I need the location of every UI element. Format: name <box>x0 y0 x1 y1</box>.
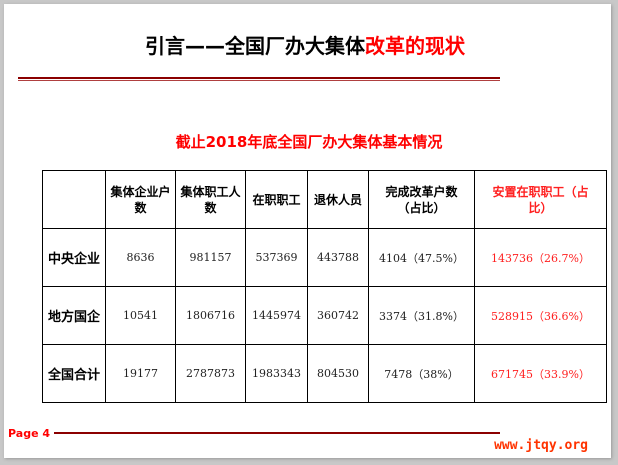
table-row: 全国合计 19177 2787873 1983343 804530 7478（3… <box>42 344 607 403</box>
footer-url: www.jtqy.org <box>494 438 588 453</box>
table-cell: 537369 <box>245 228 308 287</box>
title-black-part: 引言——全国厂办大集体 <box>145 34 365 58</box>
row-header: 全国合计 <box>42 344 106 403</box>
table-header-row: 集体企业户数 集体职工人数 在职职工 退休人员 完成改革户数（占比） 安置在职职… <box>42 170 607 229</box>
table-cell: 360742 <box>307 286 369 345</box>
table-cell: 3374（31.8%） <box>368 286 475 345</box>
table-cell: 528915（36.6%） <box>474 286 607 345</box>
header-cell: 退休人员 <box>307 170 369 229</box>
table-cell: 443788 <box>307 228 369 287</box>
table-cell: 804530 <box>307 344 369 403</box>
header-cell: 安置在职职工（占比） <box>474 170 607 229</box>
data-table: 集体企业户数 集体职工人数 在职职工 退休人员 完成改革户数（占比） 安置在职职… <box>42 170 607 403</box>
table-title: 截止2018年底全国厂办大集体基本情况 <box>175 133 443 151</box>
row-header: 中央企业 <box>42 228 106 287</box>
row-header: 地方国企 <box>42 286 106 345</box>
table-cell: 7478（38%） <box>368 344 475 403</box>
title-red-part: 改革的现状 <box>365 34 465 58</box>
title-divider-thin <box>18 80 500 81</box>
footer-divider <box>54 432 500 434</box>
table-cell: 143736（26.7%） <box>474 228 607 287</box>
table-row: 中央企业 8636 981157 537369 443788 4104（47.5… <box>42 228 607 287</box>
table-cell: 1445974 <box>245 286 308 345</box>
table-cell: 981157 <box>175 228 246 287</box>
table-cell: 19177 <box>105 344 176 403</box>
table-row: 地方国企 10541 1806716 1445974 360742 3374（3… <box>42 286 607 345</box>
table-cell: 8636 <box>105 228 176 287</box>
slide-title: 引言——全国厂办大集体改革的现状 <box>0 30 610 59</box>
page-number: Page 4 <box>8 427 51 440</box>
table-cell: 1983343 <box>245 344 308 403</box>
header-cell: 完成改革户数（占比） <box>368 170 475 229</box>
table-cell: 2787873 <box>175 344 246 403</box>
header-cell: 集体职工人数 <box>175 170 246 229</box>
header-cell <box>42 170 106 229</box>
table-cell: 10541 <box>105 286 176 345</box>
header-cell: 在职职工 <box>245 170 308 229</box>
table-cell: 1806716 <box>175 286 246 345</box>
table-cell: 4104（47.5%） <box>368 228 475 287</box>
table-cell: 671745（33.9%） <box>474 344 607 403</box>
header-cell: 集体企业户数 <box>105 170 176 229</box>
title-divider <box>18 77 500 79</box>
